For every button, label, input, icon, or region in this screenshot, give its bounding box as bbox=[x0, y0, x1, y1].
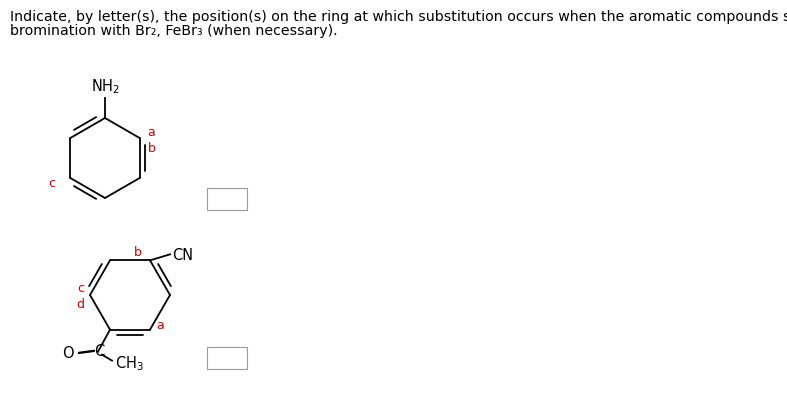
Bar bbox=[207, 347, 247, 369]
Text: b: b bbox=[148, 142, 156, 154]
Text: Indicate, by letter(s), the position(s) on the ring at which substitution occurs: Indicate, by letter(s), the position(s) … bbox=[10, 10, 787, 24]
Text: C: C bbox=[94, 344, 104, 359]
Text: bromination with Br₂, FeBr₃ (when necessary).: bromination with Br₂, FeBr₃ (when necess… bbox=[10, 24, 338, 38]
Text: a: a bbox=[148, 126, 155, 138]
Text: NH$_2$: NH$_2$ bbox=[91, 77, 120, 96]
Text: c: c bbox=[48, 176, 55, 190]
Text: CN: CN bbox=[172, 248, 193, 263]
Text: b: b bbox=[134, 246, 142, 259]
Text: d: d bbox=[76, 298, 84, 312]
Text: O: O bbox=[62, 346, 74, 361]
Bar bbox=[207, 188, 247, 210]
Text: c: c bbox=[77, 282, 84, 296]
Text: CH$_3$: CH$_3$ bbox=[115, 354, 144, 373]
Text: a: a bbox=[156, 319, 164, 332]
